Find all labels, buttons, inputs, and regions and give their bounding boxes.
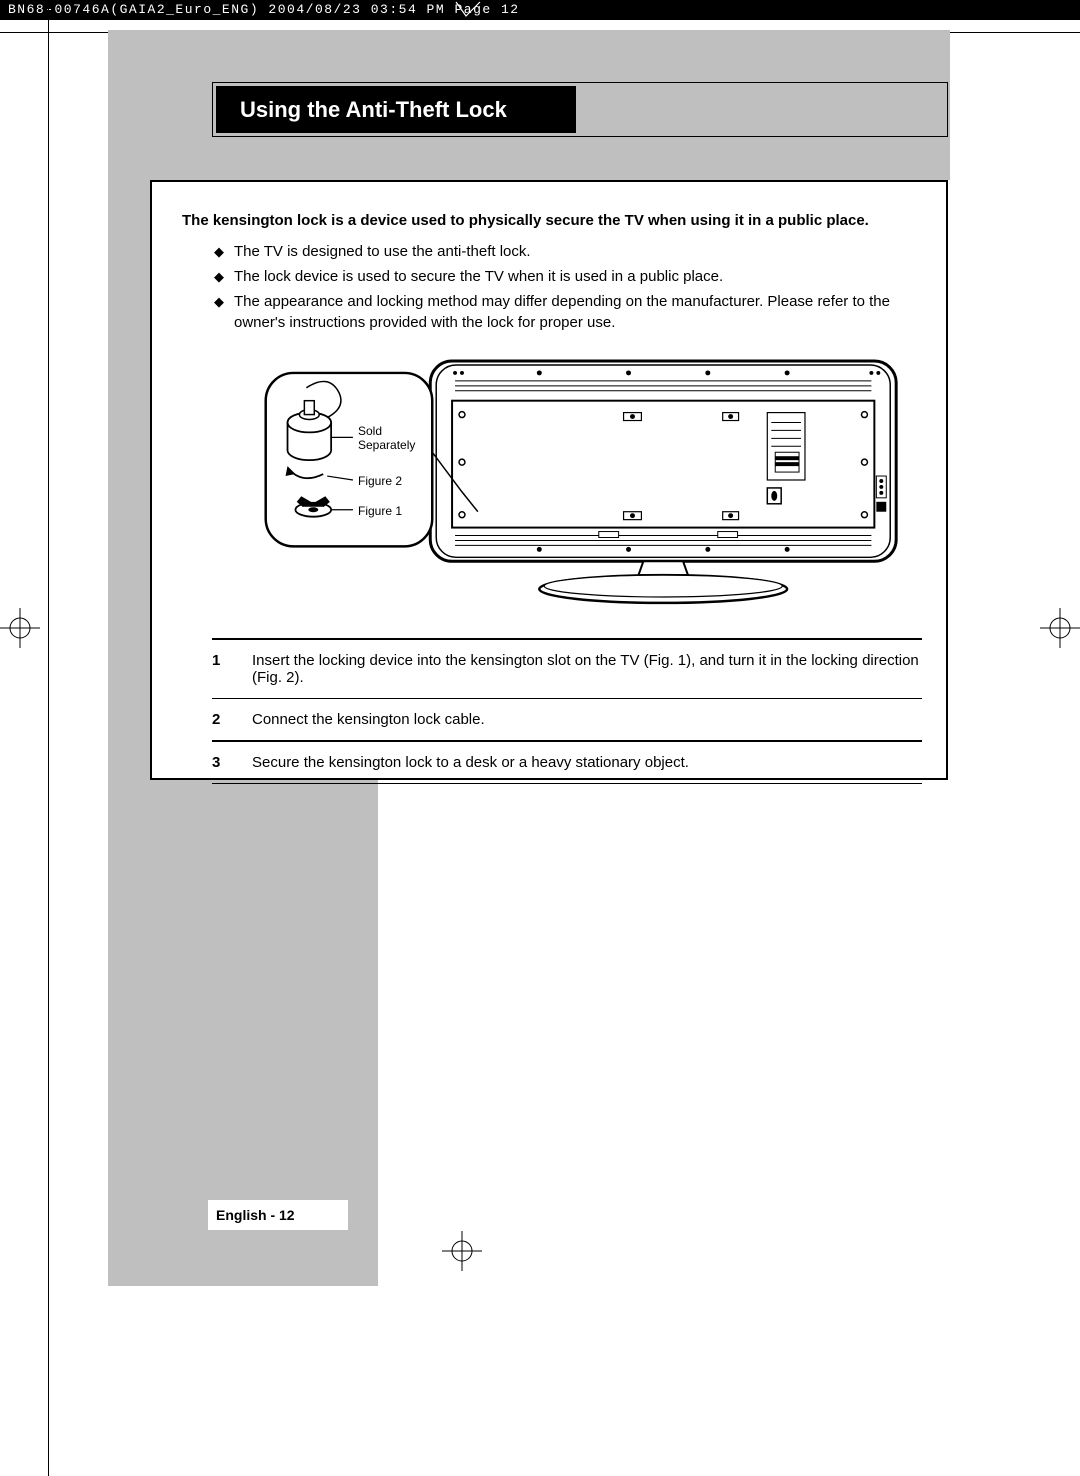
bullet-text: The lock device is used to secure the TV…	[234, 266, 723, 287]
bullet-text: The appearance and locking method may di…	[234, 291, 916, 333]
step-text: Connect the kensington lock cable.	[252, 711, 485, 728]
step-row: 3 Secure the kensington lock to a desk o…	[212, 748, 922, 777]
page-number-label: English - 12	[208, 1200, 348, 1230]
diagram-figure1-label: Figure 1	[358, 504, 402, 518]
diamond-icon: ◆	[214, 268, 224, 287]
bullet-item: ◆ The appearance and locking method may …	[214, 291, 916, 333]
step-divider	[212, 638, 922, 640]
crop-line-left	[48, 0, 49, 1476]
step-text: Secure the kensington lock to a desk or …	[252, 754, 689, 771]
diagram-sold-label: Sold Separately	[358, 424, 418, 453]
step-row: 2 Connect the kensington lock cable.	[212, 705, 922, 734]
diagram-illustration: Sold Separately Figure 2 Figure 1	[232, 352, 916, 607]
step-row: 1 Insert the locking device into the ken…	[212, 646, 922, 692]
registration-mark-icon	[0, 608, 40, 648]
bullet-item: ◆ The TV is designed to use the anti-the…	[214, 241, 916, 262]
registration-mark-icon	[1040, 608, 1080, 648]
steps-list: 1 Insert the locking device into the ken…	[212, 632, 922, 790]
intro-text: The kensington lock is a device used to …	[152, 182, 946, 237]
step-number: 1	[212, 652, 252, 686]
header-text: BN68-00746A(GAIA2_Euro_ENG) 2004/08/23 0…	[8, 2, 520, 17]
diamond-icon: ◆	[214, 243, 224, 262]
step-number: 2	[212, 711, 252, 728]
diagram-figure2-label: Figure 2	[358, 474, 402, 488]
page-number-text: English - 12	[216, 1207, 295, 1223]
bullet-list: ◆ The TV is designed to use the anti-the…	[152, 237, 946, 333]
step-divider	[212, 783, 922, 785]
diamond-icon: ◆	[214, 293, 224, 333]
bullet-text: The TV is designed to use the anti-theft…	[234, 241, 531, 262]
registration-mark-icon	[442, 1231, 482, 1271]
title-box: Using the Anti-Theft Lock	[212, 82, 948, 137]
step-text: Insert the locking device into the kensi…	[252, 652, 922, 686]
content-frame: The kensington lock is a device used to …	[150, 180, 948, 780]
step-number: 3	[212, 754, 252, 771]
step-divider	[212, 740, 922, 742]
pdf-header-strip: BN68-00746A(GAIA2_Euro_ENG) 2004/08/23 0…	[0, 0, 1080, 20]
step-divider	[212, 698, 922, 700]
page-title: Using the Anti-Theft Lock	[216, 86, 576, 133]
bullet-item: ◆ The lock device is used to secure the …	[214, 266, 916, 287]
tv-lock-diagram-icon	[232, 352, 916, 607]
page-corner-mark-icon	[454, 0, 484, 18]
